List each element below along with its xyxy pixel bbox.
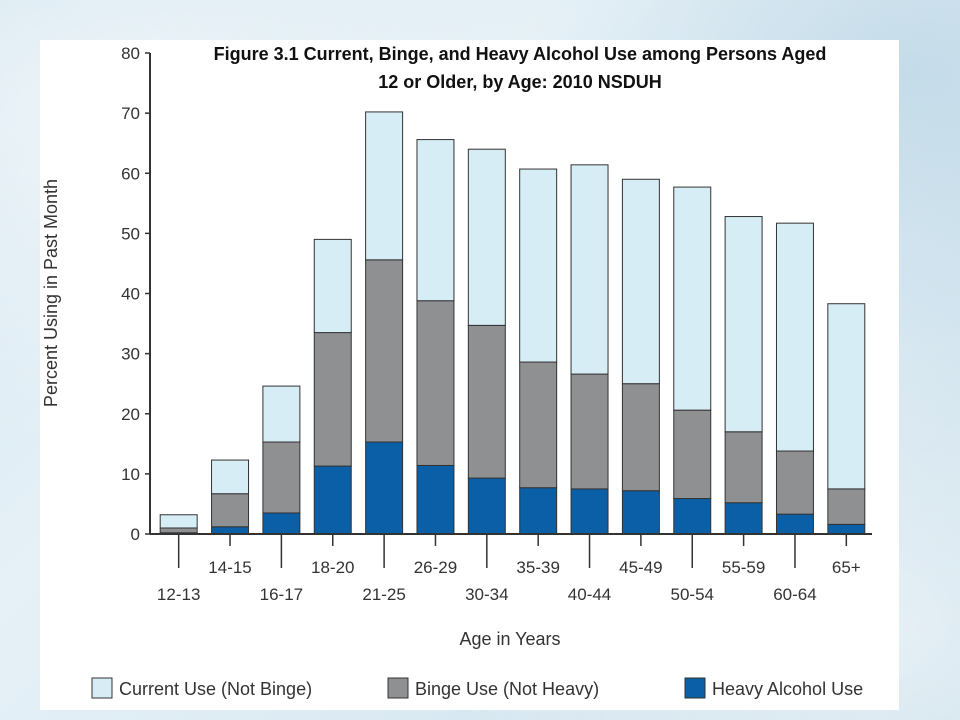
- bar-segment: [570, 373, 609, 490]
- y-tick-label: 70: [121, 104, 140, 123]
- bar-segment: [673, 409, 712, 500]
- bar-segment: [724, 216, 763, 433]
- x-tick-label: 30-34: [465, 585, 508, 604]
- bar-segment: [159, 514, 198, 529]
- legend-swatch: [684, 677, 706, 699]
- bar-segment: [211, 493, 250, 528]
- x-tick-label: 55-59: [722, 558, 765, 577]
- bar-segment: [365, 111, 404, 261]
- bar-segment: [519, 168, 558, 363]
- bar-segment: [827, 523, 866, 535]
- y-tick-label: 0: [131, 525, 140, 544]
- bar-segment: [570, 164, 609, 375]
- x-tick-label: 60-64: [773, 585, 816, 604]
- bar-segment: [365, 259, 404, 443]
- x-tick-label: 21-25: [362, 585, 405, 604]
- bar-segment: [775, 450, 814, 515]
- bar-segment: [416, 139, 455, 302]
- bar-segment: [365, 441, 404, 535]
- x-tick-label: 40-44: [568, 585, 611, 604]
- bar-segment: [262, 512, 301, 535]
- x-tick-label: 16-17: [260, 585, 303, 604]
- legend-swatch: [91, 677, 113, 699]
- x-tick-label: 14-15: [208, 558, 251, 577]
- legend-label: Heavy Alcohol Use: [712, 679, 863, 699]
- bar-segment: [416, 464, 455, 535]
- bar-segment: [621, 490, 660, 535]
- bar-segment: [724, 502, 763, 535]
- bar-segment: [467, 148, 506, 326]
- bar-segment: [519, 361, 558, 489]
- bar-segment: [262, 441, 301, 514]
- bar-segment: [262, 385, 301, 443]
- y-tick-label: 40: [121, 285, 140, 304]
- x-tick-label: 50-54: [671, 585, 714, 604]
- bar-segment: [673, 498, 712, 535]
- legend-label: Current Use (Not Binge): [119, 679, 312, 699]
- chart-title: Figure 3.1 Current, Binge, and Heavy Alc…: [170, 40, 870, 96]
- x-tick-label: 45-49: [619, 558, 662, 577]
- legend-label: Binge Use (Not Heavy): [415, 679, 599, 699]
- legend-swatch: [387, 677, 409, 699]
- bar-segment: [313, 465, 352, 535]
- chart-title-line-1: Figure 3.1 Current, Binge, and Heavy Alc…: [213, 44, 827, 64]
- y-tick-label: 20: [121, 405, 140, 424]
- bar-segment: [519, 487, 558, 535]
- bar-segment: [416, 300, 455, 466]
- y-tick-label: 30: [121, 345, 140, 364]
- y-axis-title: Percent Using in Past Month: [41, 179, 61, 407]
- chart-title-line-2: 12 or Older, by Age: 2010 NSDUH: [378, 72, 662, 92]
- bar-segment: [827, 488, 866, 525]
- bar-segment: [467, 477, 506, 535]
- y-tick-label: 50: [121, 224, 140, 243]
- bar-segment: [211, 526, 250, 535]
- x-tick-label: 12-13: [157, 585, 200, 604]
- x-axis-title: Age in Years: [459, 629, 560, 649]
- bar-segment: [621, 383, 660, 492]
- bar-segment: [775, 513, 814, 535]
- bar-segment: [467, 324, 506, 479]
- bar-segment: [621, 178, 660, 385]
- bar-segment: [775, 222, 814, 452]
- y-tick-label: 10: [121, 465, 140, 484]
- y-tick-label: 80: [121, 44, 140, 63]
- x-tick-label: 35-39: [516, 558, 559, 577]
- x-tick-label: 18-20: [311, 558, 354, 577]
- bar-segment: [211, 459, 250, 495]
- chart-panel: Figure 3.1 Current, Binge, and Heavy Alc…: [40, 40, 899, 710]
- bar-segment: [724, 431, 763, 504]
- bar-segment: [827, 303, 866, 490]
- x-tick-label: 26-29: [414, 558, 457, 577]
- bar-segment: [570, 488, 609, 535]
- bar-segment: [313, 332, 352, 467]
- y-tick-label: 60: [121, 164, 140, 183]
- x-tick-label: 65+: [832, 558, 861, 577]
- stacked-bar-chart: 0 10 20 30 40 50 60 70 80 12-13 14-15 16-17 18-20 21-…: [41, 44, 872, 699]
- bar-segment: [159, 527, 198, 534]
- bar-segment: [673, 186, 712, 411]
- bar-segment: [313, 238, 352, 334]
